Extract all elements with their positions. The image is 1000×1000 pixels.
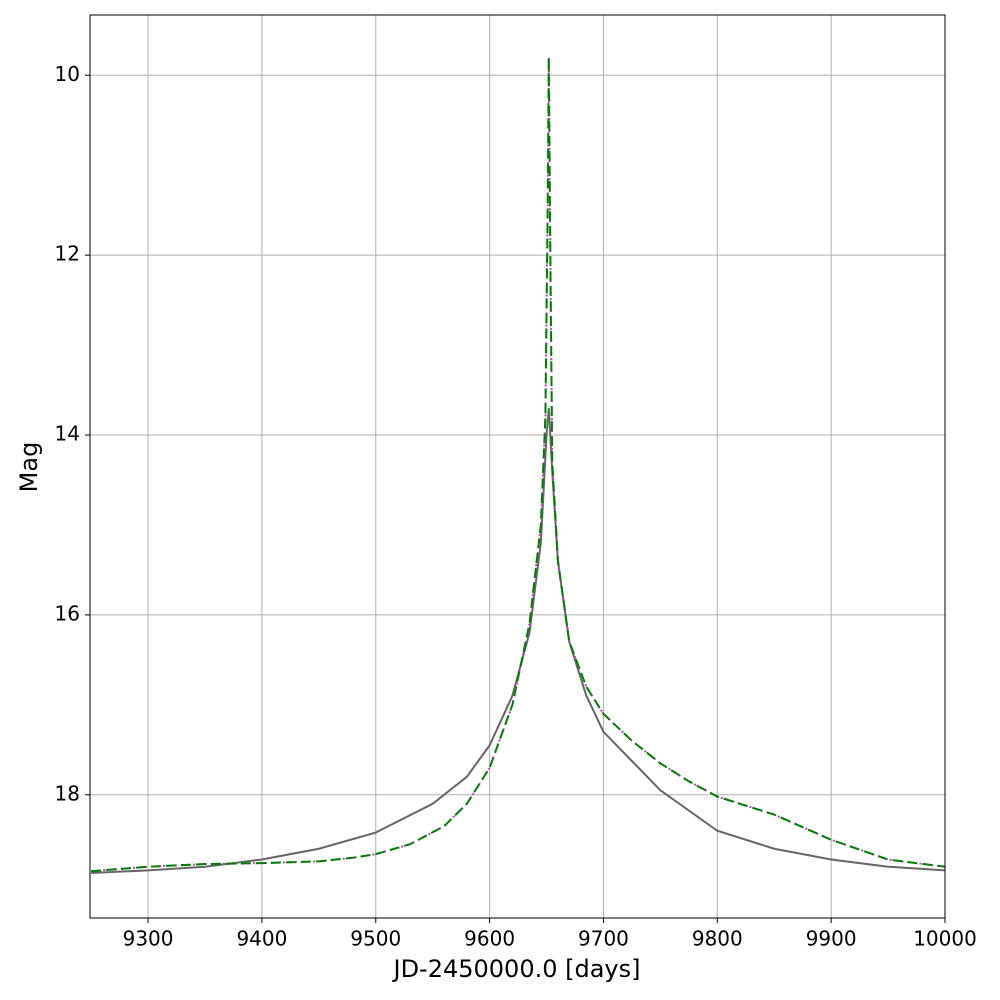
y-tick-label: 14	[55, 422, 80, 446]
x-tick-label: 9700	[578, 927, 629, 951]
data-line	[91, 57, 945, 873]
x-tick-label: 9500	[350, 927, 401, 951]
x-tick-label: 9900	[806, 927, 857, 951]
x-tick-label: 9600	[464, 927, 515, 951]
y-tick-label: 16	[55, 601, 80, 625]
plot-frame	[89, 14, 946, 919]
data-line	[91, 407, 945, 875]
y-axis-label: Mag	[15, 442, 43, 493]
x-tick-label: 9400	[236, 927, 287, 951]
x-tick-label: 10000	[913, 927, 977, 951]
y-tick-label: 10	[55, 62, 80, 86]
y-tick-label: 18	[55, 781, 80, 805]
x-tick-label: 9800	[692, 927, 743, 951]
data-line	[91, 57, 945, 873]
x-axis-label: JD-2450000.0 [days]	[391, 955, 640, 983]
x-tick-label: 9300	[123, 927, 174, 951]
y-tick-label: 12	[55, 242, 80, 266]
